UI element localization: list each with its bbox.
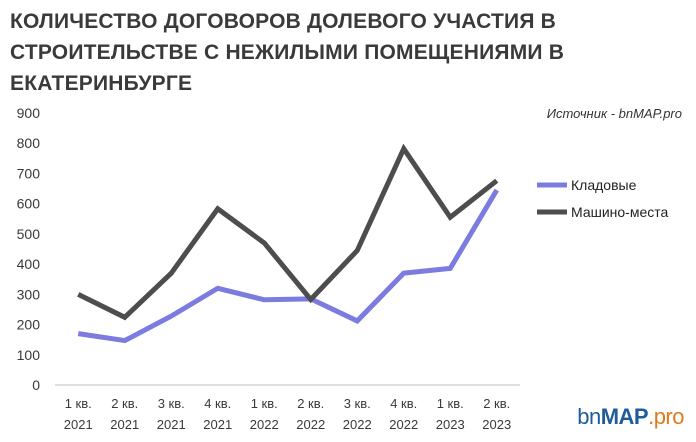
x-tick-label: 3 кв. 2021 xyxy=(157,396,186,432)
chart-title-line-3: ЕКАТЕРИНБУРГЕ xyxy=(10,72,193,95)
x-tick-label: 2 кв. 2023 xyxy=(482,396,511,432)
y-tick-label: 900 xyxy=(17,105,41,121)
brand-logo-part-2: MAP xyxy=(600,404,649,429)
brand-logo: bnMAP.pro xyxy=(577,404,684,430)
brand-logo-part-3: .pro xyxy=(648,404,684,429)
series-line-2 xyxy=(77,143,499,321)
chart-title: КОЛИЧЕСТВО ДОГОВОРОВ ДОЛЕВОГО УЧАСТИЯ В … xyxy=(10,6,650,99)
y-tick-label: 200 xyxy=(17,317,41,333)
series-line-1 xyxy=(77,188,499,344)
y-tick-label: 300 xyxy=(17,286,41,302)
x-tick-label: 2 кв. 2022 xyxy=(296,396,325,432)
x-tick-label: 4 кв. 2022 xyxy=(389,396,418,432)
chart-title-line-1: КОЛИЧЕСТВО ДОГОВОРОВ ДОЛЕВОГО УЧАСТИЯ В xyxy=(10,10,557,33)
chart-title-line-2: СТРОИТЕЛЬСТВЕ С НЕЖИЛЫМИ ПОМЕЩЕНИЯМИ В xyxy=(10,41,565,64)
y-tick-label: 600 xyxy=(17,196,41,212)
y-tick-label: 0 xyxy=(32,377,40,393)
y-tick-label: 700 xyxy=(17,165,41,181)
y-tick-label: 400 xyxy=(17,256,41,272)
legend-label-2: Машино-места xyxy=(571,204,669,220)
legend-label-1: Кладовые xyxy=(571,177,637,193)
x-tick-label: 4 кв. 2021 xyxy=(203,396,232,432)
y-tick-label: 800 xyxy=(17,135,41,151)
x-tick-label: 1 кв. 2023 xyxy=(436,396,465,432)
y-tick-label: 100 xyxy=(17,347,41,363)
source-note: Источник - bnMAP.pro xyxy=(546,106,682,121)
brand-logo-part-1: bn xyxy=(577,404,601,429)
y-tick-label: 500 xyxy=(17,226,41,242)
x-tick-label: 3 кв. 2022 xyxy=(343,396,372,432)
x-tick-label: 2 кв. 2021 xyxy=(110,396,139,432)
x-tick-label: 1 кв. 2021 xyxy=(64,396,93,432)
x-tick-label: 1 кв. 2022 xyxy=(250,396,279,432)
